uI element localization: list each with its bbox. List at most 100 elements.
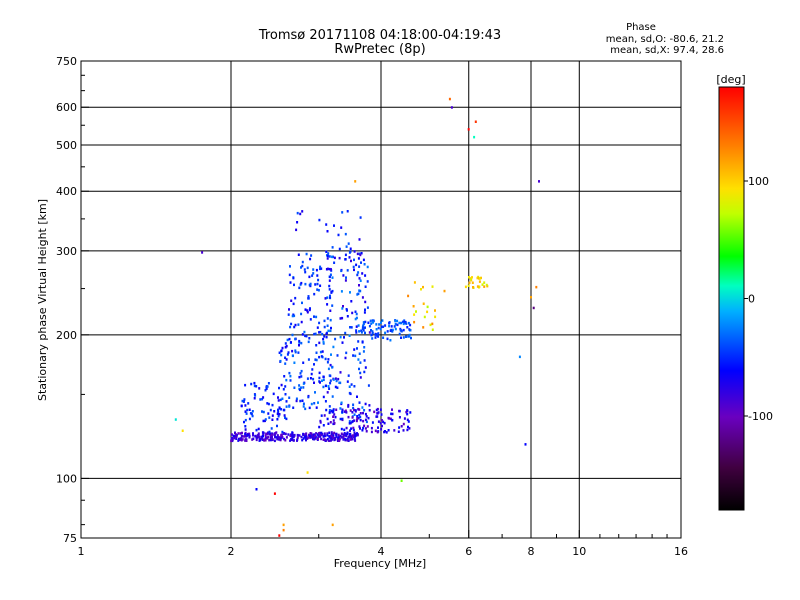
data-point (385, 431, 388, 434)
data-point (322, 395, 325, 399)
data-point (372, 321, 374, 324)
data-point (367, 416, 370, 420)
data-point (255, 436, 258, 439)
data-point (294, 350, 297, 354)
data-point (345, 308, 348, 311)
data-point (347, 374, 350, 377)
data-point (303, 268, 306, 271)
data-point (301, 264, 304, 268)
data-point (364, 427, 367, 430)
data-point (326, 417, 329, 421)
data-point (294, 296, 297, 300)
colorbar-ticks: 100 0 -100 (744, 175, 773, 423)
data-point (267, 382, 270, 385)
data-point (289, 374, 292, 378)
data-point (345, 426, 348, 430)
data-point (342, 436, 345, 439)
data-point (301, 260, 304, 264)
data-point (286, 338, 289, 342)
data-point (292, 354, 294, 358)
data-point (373, 410, 376, 414)
data-point (408, 427, 411, 430)
data-point (314, 332, 317, 336)
data-point (396, 323, 399, 327)
data-point (331, 289, 334, 293)
data-point (304, 282, 307, 286)
data-point (305, 252, 308, 256)
data-point (241, 399, 244, 403)
data-point (299, 399, 302, 403)
data-point (283, 375, 286, 378)
data-point (316, 326, 319, 329)
data-point (363, 424, 366, 428)
data-point (304, 270, 307, 274)
data-point (330, 409, 333, 413)
data-point (343, 434, 346, 437)
data-point (302, 386, 305, 389)
data-point (290, 322, 293, 326)
data-point (355, 325, 358, 328)
x-tick-label: 4 (378, 545, 385, 558)
data-point (264, 419, 266, 423)
data-point (329, 318, 332, 322)
data-point (357, 324, 360, 327)
data-point (380, 325, 383, 329)
data-point (358, 408, 361, 411)
data-point (290, 299, 293, 302)
data-point (368, 324, 371, 328)
data-point (273, 492, 276, 495)
data-point (251, 414, 254, 418)
data-point (304, 433, 307, 436)
data-point (293, 386, 296, 389)
data-point (278, 406, 281, 409)
data-point (301, 301, 303, 305)
data-point (422, 302, 425, 305)
data-point (306, 471, 309, 474)
data-point (257, 432, 260, 435)
data-point (360, 261, 362, 264)
data-point (367, 321, 370, 324)
data-point (474, 120, 477, 123)
data-point (323, 432, 326, 435)
data-point (256, 434, 259, 438)
data-point (244, 410, 247, 413)
x-tick-label: 6 (465, 545, 472, 558)
data-point (248, 432, 251, 436)
data-point (332, 415, 335, 418)
data-point (307, 395, 310, 399)
data-point (345, 411, 348, 414)
data-point (323, 325, 326, 329)
data-point (266, 402, 269, 405)
data-point (476, 285, 479, 288)
data-point (344, 331, 347, 335)
data-point (316, 437, 319, 440)
data-point (341, 410, 344, 414)
data-point (518, 355, 521, 359)
data-point (323, 335, 326, 338)
data-point (330, 439, 332, 442)
data-point (355, 329, 358, 332)
data-point (327, 367, 330, 371)
data-point (315, 358, 318, 362)
data-point (410, 336, 412, 340)
data-point (235, 437, 238, 440)
data-point (334, 337, 337, 341)
data-point (349, 421, 352, 425)
data-point (300, 375, 303, 378)
data-point (293, 361, 296, 364)
data-point (325, 335, 328, 339)
data-point (318, 218, 321, 222)
data-point (339, 335, 342, 339)
data-point (379, 408, 382, 411)
data-point (264, 389, 267, 392)
data-point (328, 405, 331, 408)
data-point (348, 385, 351, 388)
data-point (346, 380, 349, 383)
data-point (377, 326, 380, 330)
data-point (338, 256, 341, 260)
data-point (343, 432, 346, 435)
data-point (286, 353, 289, 356)
data-point (277, 415, 280, 418)
data-point (328, 435, 331, 438)
data-point (394, 323, 397, 326)
